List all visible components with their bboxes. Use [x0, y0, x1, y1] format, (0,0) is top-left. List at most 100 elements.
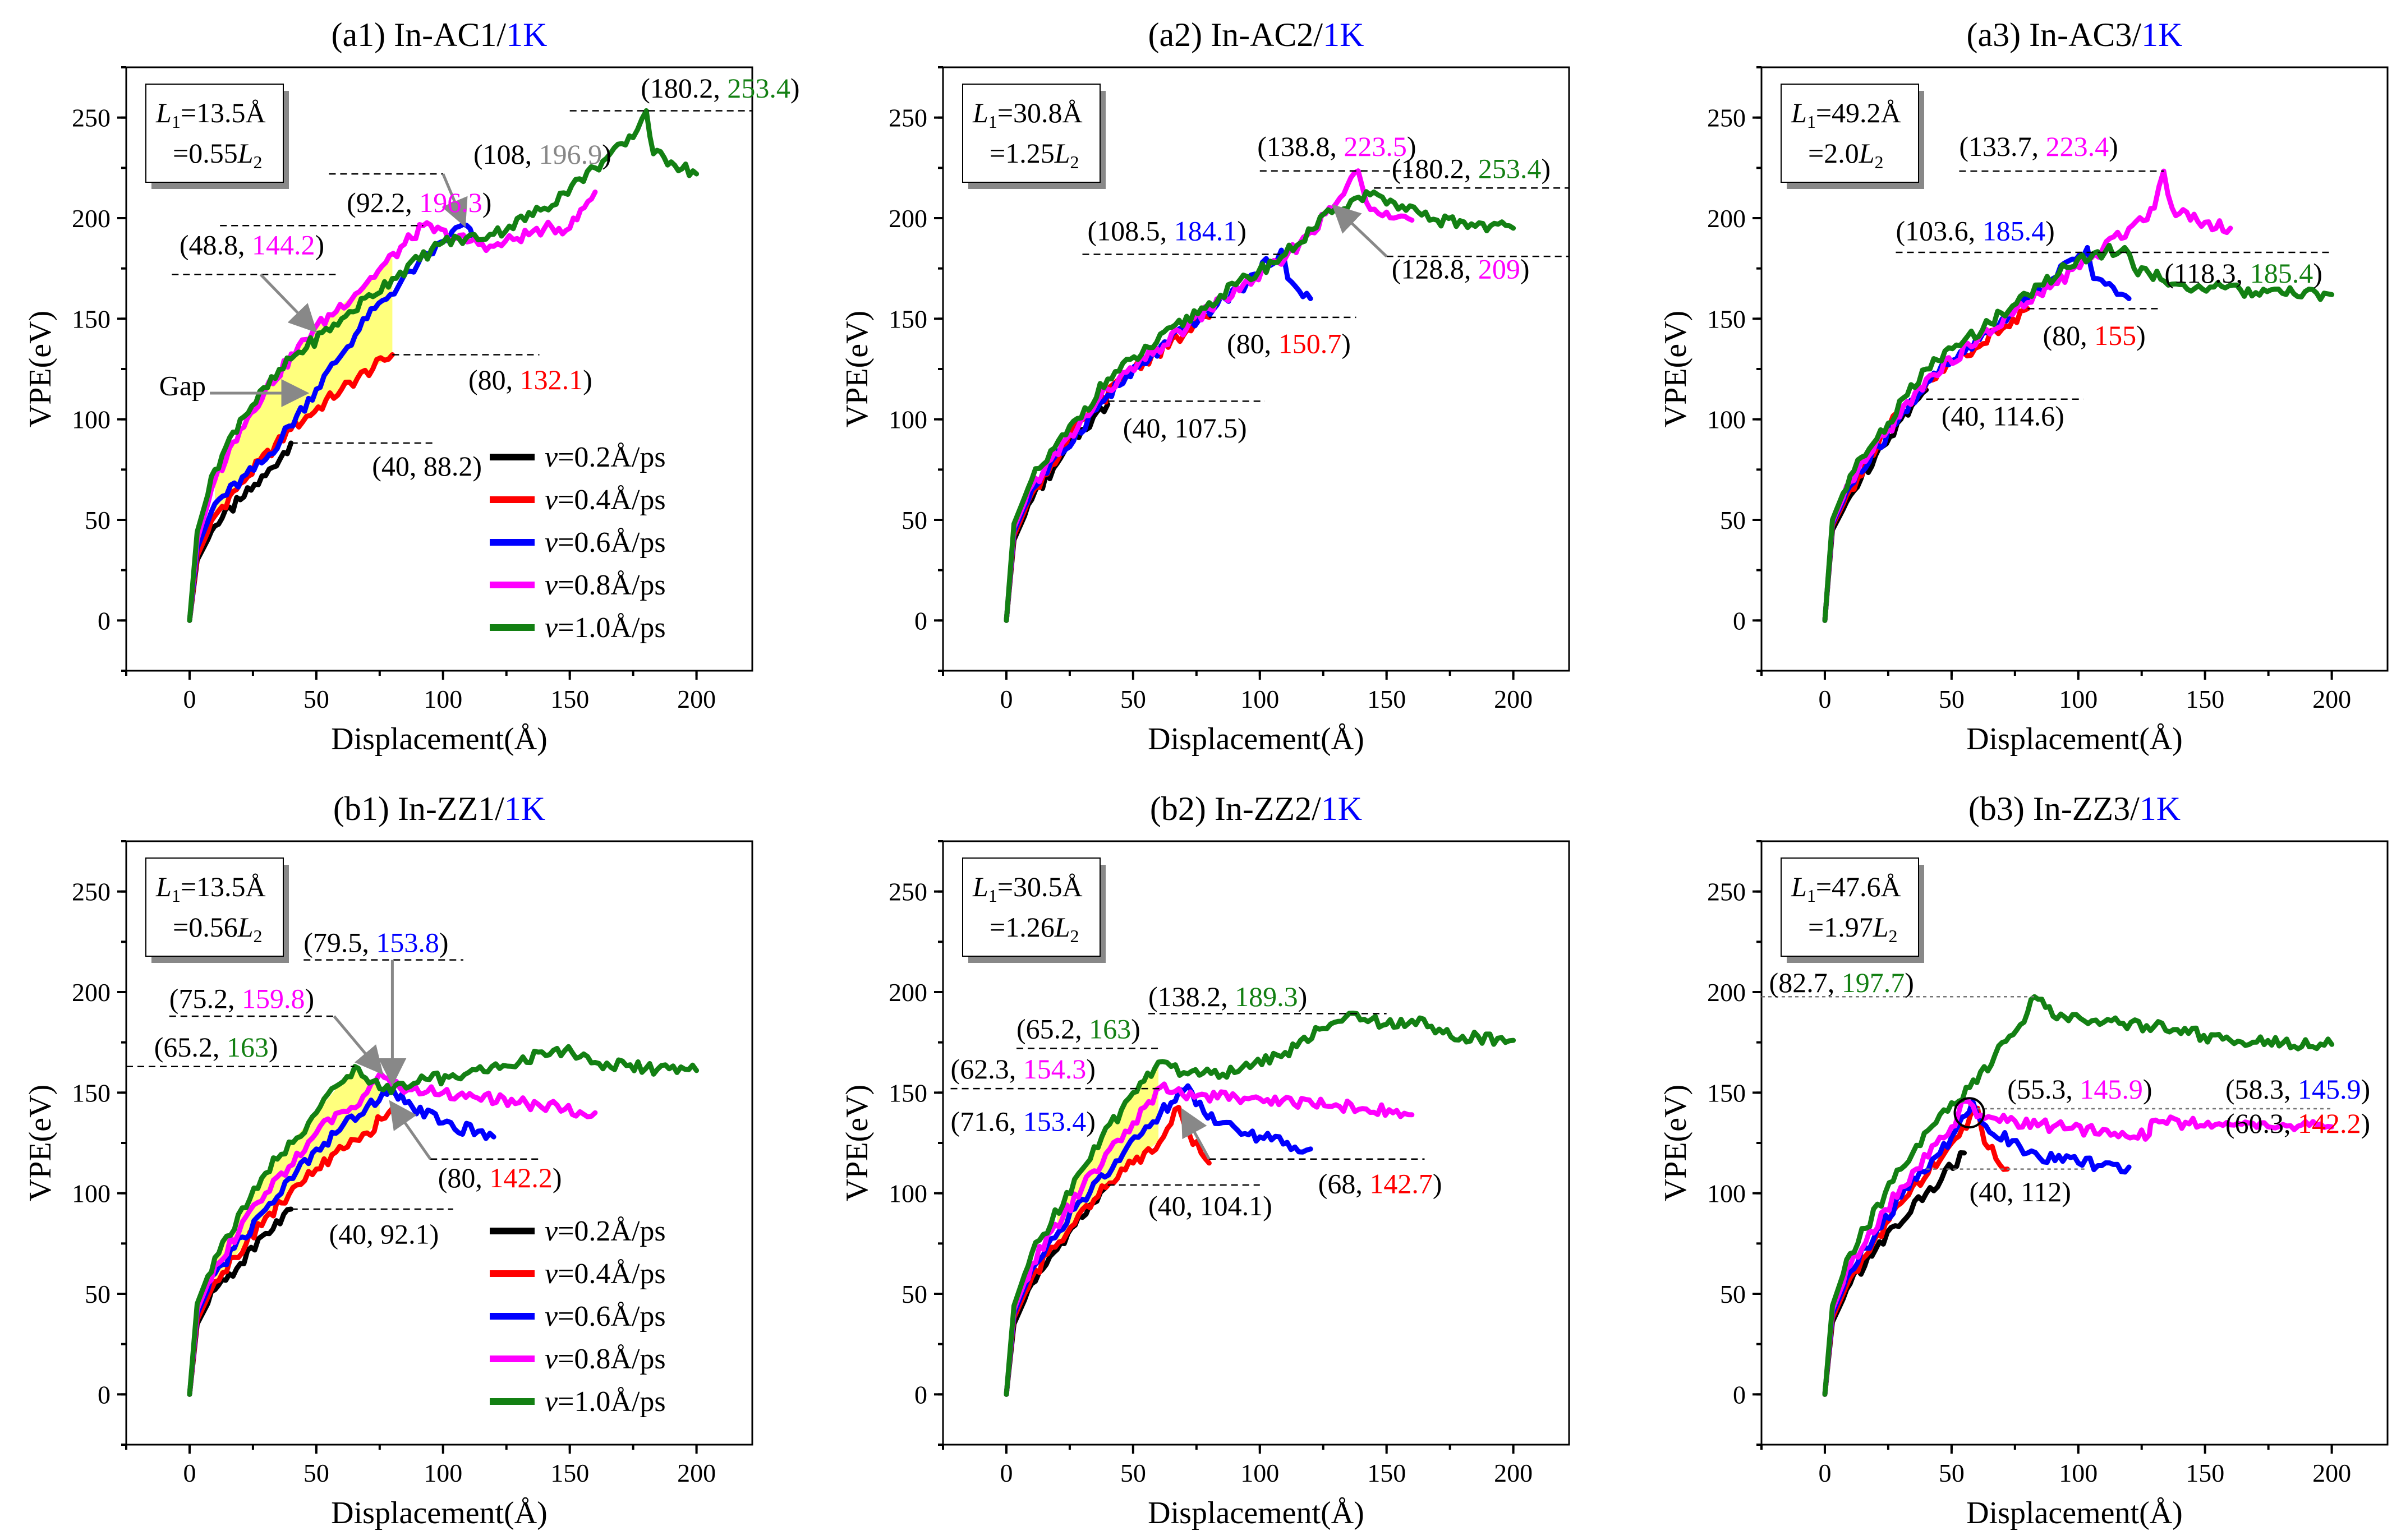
series-line — [1822, 243, 2335, 623]
y-tick-label: 200 — [72, 978, 111, 1007]
info-line-1: L1=30.5Å — [972, 871, 1083, 906]
y-tick-label: 150 — [889, 305, 927, 333]
info-line-1: L1=47.6Å — [1791, 871, 1901, 906]
series-line — [1822, 994, 2335, 1397]
series-line — [187, 222, 476, 623]
annotation-label: (118.3, 185.4) — [2164, 257, 2322, 289]
series-line — [187, 1206, 294, 1397]
legend-label: v=1.0Å/ps — [545, 1386, 666, 1418]
y-tick-label: 50 — [901, 1280, 927, 1308]
y-tick-label: 150 — [1707, 305, 1746, 333]
x-tick-label: 200 — [2312, 1459, 2351, 1487]
panel-title: (a2) In-AC2/1K — [1148, 16, 1364, 53]
annotation-arrow — [1181, 1108, 1211, 1160]
annotation-label: (180.2, 253.4) — [1392, 153, 1551, 184]
annotation-label: (40, 107.5) — [1123, 412, 1247, 444]
annotation-label: (40, 104.1) — [1148, 1190, 1272, 1221]
y-tick-label: 250 — [72, 878, 111, 906]
x-tick-label: 200 — [1494, 685, 1533, 713]
annotation-label: (75.2, 159.8) — [169, 983, 314, 1015]
annotation-arrow — [389, 1100, 432, 1160]
legend-label: v=0.6Å/ps — [545, 527, 666, 559]
x-tick-label: 0 — [183, 1459, 196, 1487]
annotation-label: (55.3, 145.9) — [2007, 1073, 2152, 1105]
x-tick-label: 200 — [677, 1459, 716, 1487]
panel-a3: (a3) In-AC3/1K 0 50 100 150 200 0 50 100 150 200 25… — [1658, 16, 2389, 757]
x-tick-label: 50 — [303, 1459, 329, 1487]
annotation-label: (48.8, 144.2) — [180, 229, 324, 261]
y-axis-title: VPE(eV) — [840, 1085, 875, 1201]
y-tick-label: 0 — [1733, 1380, 1746, 1409]
annotation-label: (79.5, 153.8) — [303, 926, 448, 958]
series-line — [187, 440, 294, 623]
annotation-label: (40, 88.2) — [372, 450, 482, 482]
annotation-arrow — [259, 273, 318, 333]
annotation-label: (80, 132.1) — [468, 364, 592, 395]
x-tick-label: 150 — [1367, 1459, 1406, 1487]
y-axis-title: VPE(eV) — [1658, 1085, 1693, 1201]
y-tick-label: 50 — [85, 506, 111, 534]
panel-title: (a1) In-AC1/1K — [332, 16, 548, 53]
series-line — [1822, 245, 2132, 623]
x-tick-label: 200 — [677, 685, 716, 713]
y-tick-label: 250 — [1707, 878, 1746, 906]
x-tick-label: 50 — [1120, 1459, 1146, 1487]
x-axis-title: Displacement(Å) — [1148, 1496, 1364, 1530]
y-tick-label: 0 — [98, 1380, 111, 1409]
y-tick-label: 100 — [889, 1179, 927, 1208]
x-tick-label: 50 — [1939, 685, 1965, 713]
legend-label: v=1.0Å/ps — [545, 612, 666, 644]
series-line — [1004, 1083, 1313, 1397]
x-tick-label: 200 — [1494, 1459, 1533, 1487]
y-tick-label: 50 — [1720, 1280, 1746, 1308]
y-tick-label: 250 — [889, 104, 927, 132]
series-line — [187, 189, 598, 623]
series-line — [1004, 189, 1516, 623]
x-tick-label: 100 — [2059, 1459, 2098, 1487]
x-tick-label: 150 — [550, 685, 589, 713]
annotation-label: (108.5, 184.1) — [1088, 215, 1247, 246]
legend-label: v=0.8Å/ps — [545, 1343, 666, 1375]
y-tick-label: 150 — [72, 1078, 111, 1107]
annotation-label: (180.2, 253.4) — [641, 72, 799, 104]
annotation-label: (82.7, 197.7) — [1769, 967, 1914, 998]
x-tick-label: 100 — [424, 1459, 462, 1487]
x-axis-title: Displacement(Å) — [331, 1496, 548, 1530]
panel-b3: (b3) In-ZZ3/1K 0 50 100 150 200 0 50 100 150 200 25… — [1658, 790, 2389, 1530]
info-line-1: L1=30.8Å — [972, 97, 1083, 132]
legend-label: v=0.8Å/ps — [545, 569, 666, 601]
y-tick-label: 50 — [1720, 506, 1746, 534]
y-tick-label: 250 — [72, 104, 111, 132]
series-line — [1822, 1098, 2132, 1397]
panel-b1: (b1) In-ZZ1/1K 0 50 100 150 200 0 50 100 150 200 25… — [23, 790, 753, 1530]
annotation-label: (58.3, 145.9) — [2225, 1073, 2370, 1105]
y-tick-label: 100 — [1707, 405, 1746, 434]
annotation-label: (62.3, 154.3) — [951, 1053, 1096, 1085]
annotation-label: (80, 142.2) — [438, 1162, 562, 1193]
info-line-2: =1.26L2 — [990, 911, 1079, 946]
x-axis-title: Displacement(Å) — [1966, 1496, 2183, 1530]
x-axis-title: Displacement(Å) — [331, 722, 548, 757]
y-tick-label: 50 — [901, 506, 927, 534]
y-tick-label: 200 — [72, 204, 111, 233]
x-tick-label: 50 — [1939, 1459, 1965, 1487]
x-tick-label: 0 — [1000, 685, 1013, 713]
y-axis-title: VPE(eV) — [840, 311, 875, 427]
annotation-label: (103.6, 185.4) — [1896, 215, 2054, 246]
y-tick-label: 150 — [1707, 1078, 1746, 1107]
x-tick-label: 100 — [2059, 685, 2098, 713]
x-tick-label: 150 — [2186, 685, 2224, 713]
annotation-label: (80, 150.7) — [1227, 328, 1351, 359]
y-tick-label: 0 — [98, 606, 111, 635]
y-tick-label: 150 — [72, 305, 111, 333]
series-line — [187, 352, 395, 623]
annotation-label: (68, 142.7) — [1318, 1168, 1442, 1200]
x-tick-label: 50 — [1120, 685, 1146, 713]
annotation-label: (108, 196.9) — [473, 139, 611, 170]
annotation-label: (60.3, 142.2) — [2225, 1108, 2370, 1139]
y-tick-label: 200 — [889, 204, 927, 233]
info-box — [145, 857, 284, 957]
info-line-1: L1=49.2Å — [1791, 97, 1901, 132]
panel-b2: (b2) In-ZZ2/1K 0 50 100 150 200 0 50 100 150 200 25… — [840, 790, 1570, 1530]
